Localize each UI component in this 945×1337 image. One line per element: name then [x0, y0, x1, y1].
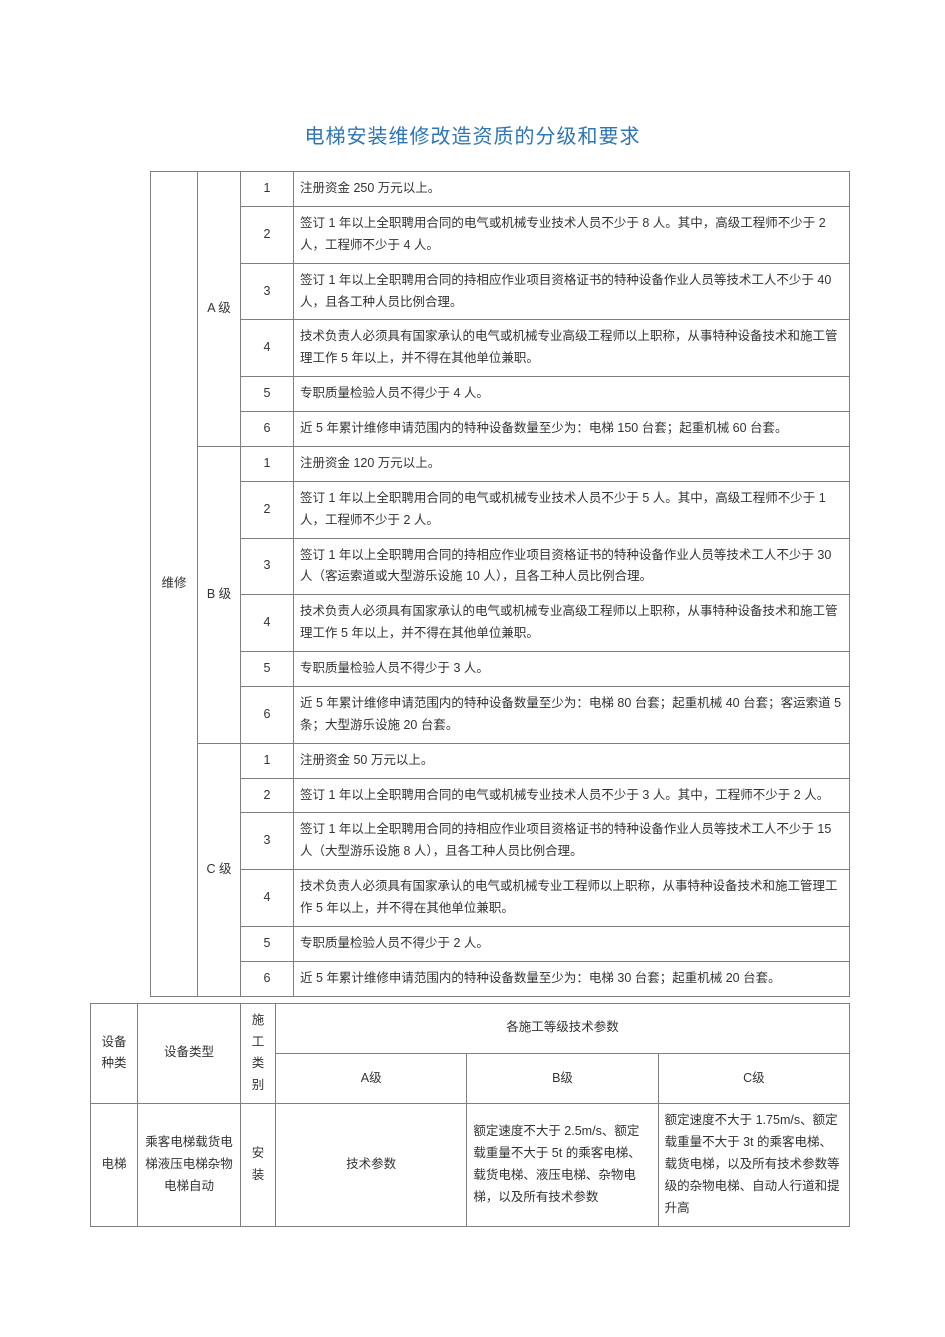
row-text: 签订 1 年以上全职聘用合同的持相应作业项目资格证书的特种设备作业人员等技术工人… [294, 263, 850, 320]
level-cell-b: B 级 [198, 446, 241, 743]
row-num: 2 [241, 481, 294, 538]
cell-device-category: 电梯 [91, 1104, 138, 1226]
hdr-level-b: B级 [467, 1053, 658, 1103]
level-cell-a: A 级 [198, 172, 241, 447]
row-num: 3 [241, 813, 294, 870]
hdr-level-a: A级 [276, 1053, 467, 1103]
row-text: 签订 1 年以上全职聘用合同的电气或机械专业技术人员不少于 3 人。其中，工程师… [294, 778, 850, 813]
category-cell: 维修 [151, 172, 198, 997]
row-text: 签订 1 年以上全职聘用合同的持相应作业项目资格证书的特种设备作业人员等技术工人… [294, 538, 850, 595]
row-num: 1 [241, 446, 294, 481]
cell-device-type: 乘客电梯载货电梯液压电梯杂物电梯自动 [138, 1104, 241, 1226]
row-text: 注册资金 50 万元以上。 [294, 743, 850, 778]
row-num: 1 [241, 743, 294, 778]
row-num: 4 [241, 870, 294, 927]
hdr-level-c: C级 [658, 1053, 849, 1103]
row-text: 注册资金 250 万元以上。 [294, 172, 850, 207]
hdr-construction-type: 施工类别 [241, 1003, 276, 1104]
hdr-group: 各施工等级技术参数 [276, 1003, 850, 1053]
row-num: 5 [241, 926, 294, 961]
row-num: 4 [241, 320, 294, 377]
row-num: 6 [241, 412, 294, 447]
row-text: 技术负责人必须具有国家承认的电气或机械专业高级工程师以上职称，从事特种设备技术和… [294, 595, 850, 652]
row-num: 1 [241, 172, 294, 207]
row-num: 3 [241, 538, 294, 595]
row-text: 近 5 年累计维修申请范围内的特种设备数量至少为：电梯 30 台套；起重机械 2… [294, 961, 850, 996]
hdr-device-type: 设备类型 [138, 1003, 241, 1104]
cell-level-b: 额定速度不大于 2.5m/s、额定载重量不大于 5t 的乘客电梯、载货电梯、液压… [467, 1104, 658, 1226]
row-num: 6 [241, 686, 294, 743]
row-num: 4 [241, 595, 294, 652]
row-text: 签订 1 年以上全职聘用合同的电气或机械专业技术人员不少于 8 人。其中，高级工… [294, 206, 850, 263]
row-text: 技术负责人必须具有国家承认的电气或机械专业工程师以上职称，从事特种设备技术和施工… [294, 870, 850, 927]
cell-level-a: 技术参数 [276, 1104, 467, 1226]
qualification-table: 维修 A 级 1 注册资金 250 万元以上。 2签订 1 年以上全职聘用合同的… [150, 171, 850, 997]
row-num: 2 [241, 778, 294, 813]
row-num: 5 [241, 377, 294, 412]
row-text: 注册资金 120 万元以上。 [294, 446, 850, 481]
parameters-table: 设备种类 设备类型 施工类别 各施工等级技术参数 A级 B级 C级 电梯 乘客电… [90, 1003, 850, 1227]
cell-construction-type: 安装 [241, 1104, 276, 1226]
cell-level-c: 额定速度不大于 1.75m/s、额定载重量不大于 3t 的乘客电梯、载货电梯，以… [658, 1104, 849, 1226]
row-text: 签订 1 年以上全职聘用合同的持相应作业项目资格证书的特种设备作业人员等技术工人… [294, 813, 850, 870]
level-cell-c: C 级 [198, 743, 241, 996]
row-num: 2 [241, 206, 294, 263]
row-text: 专职质量检验人员不得少于 4 人。 [294, 377, 850, 412]
row-text: 签订 1 年以上全职聘用合同的电气或机械专业技术人员不少于 5 人。其中，高级工… [294, 481, 850, 538]
row-text: 专职质量检验人员不得少于 3 人。 [294, 652, 850, 687]
row-num: 6 [241, 961, 294, 996]
row-text: 专职质量检验人员不得少于 2 人。 [294, 926, 850, 961]
row-text: 近 5 年累计维修申请范围内的特种设备数量至少为：电梯 80 台套；起重机械 4… [294, 686, 850, 743]
hdr-device-category: 设备种类 [91, 1003, 138, 1104]
row-text: 技术负责人必须具有国家承认的电气或机械专业高级工程师以上职称，从事特种设备技术和… [294, 320, 850, 377]
page-title: 电梯安装维修改造资质的分级和要求 [90, 120, 855, 149]
row-text: 近 5 年累计维修申请范围内的特种设备数量至少为：电梯 150 台套；起重机械 … [294, 412, 850, 447]
row-num: 5 [241, 652, 294, 687]
row-num: 3 [241, 263, 294, 320]
